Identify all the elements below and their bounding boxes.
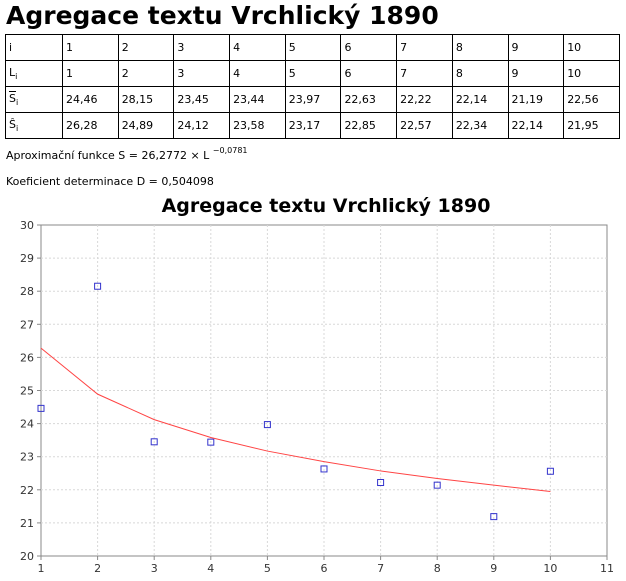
table-cell: 24,46 (62, 86, 119, 113)
x-tick-label: 11 (600, 562, 614, 575)
table-cell: 23,45 (173, 86, 231, 113)
y-tick-label: 28 (20, 285, 34, 298)
table-cell: 5 (284, 60, 342, 87)
table-cell: 26,28 (62, 112, 119, 139)
table-cell: 23,97 (284, 86, 342, 113)
data-point (377, 479, 385, 487)
y-tick-label: 29 (20, 252, 34, 265)
table-cell: 28,15 (117, 86, 175, 113)
y-tick-label: 23 (20, 451, 34, 464)
table-cell: 22,57 (396, 112, 453, 139)
y-tick-label: 26 (20, 351, 34, 364)
table-cell: 4 (229, 34, 286, 61)
table-cell: 23,17 (284, 112, 342, 139)
data-point (207, 438, 215, 446)
y-tick-label: 30 (20, 219, 34, 232)
table-cell: 4 (229, 60, 286, 87)
y-tick-label: 24 (20, 418, 34, 431)
table-cell: 7 (396, 34, 453, 61)
table-cell: 23,58 (229, 112, 286, 139)
table-row-header: Si (5, 86, 63, 113)
x-tick-label: 2 (94, 562, 101, 575)
x-tick-label: 1 (38, 562, 45, 575)
table-cell: 2 (117, 34, 175, 61)
data-point (94, 282, 102, 290)
approximation-function: Aproximační funkce S = 26,2772 × L −0,07… (6, 146, 248, 162)
table-cell: 23,44 (229, 86, 286, 113)
table-cell: 22,14 (507, 112, 565, 139)
table-row-header: Ŝi (5, 112, 63, 139)
data-point (150, 438, 158, 446)
table-cell: 1 (62, 34, 119, 61)
table-row: i 1 2 3 4 5 6 7 8 9 10 (5, 34, 620, 61)
x-tick-label: 5 (264, 562, 271, 575)
table-cell: 10 (563, 60, 620, 87)
approximation-line (40, 347, 551, 492)
table-cell: 3 (173, 34, 231, 61)
table-cell: 5 (284, 34, 342, 61)
x-tick-label: 4 (207, 562, 214, 575)
data-point (490, 513, 498, 521)
page-title: Agregace textu Vrchlický 1890 (6, 1, 439, 30)
y-tick-label: 20 (20, 550, 34, 563)
data-point (263, 421, 271, 429)
table-cell: 22,85 (340, 112, 398, 139)
table-cell: 22,14 (451, 86, 509, 113)
data-point (37, 404, 45, 412)
approximation-exponent: −0,0781 (212, 146, 248, 155)
data-point (546, 467, 554, 475)
x-tick-label: 8 (434, 562, 441, 575)
x-tick-label: 6 (321, 562, 328, 575)
x-tick-label: 10 (543, 562, 557, 575)
table-cell: 24,12 (173, 112, 231, 139)
x-tick-label: 7 (377, 562, 384, 575)
table-cell: 9 (507, 60, 565, 87)
table-cell: 7 (396, 60, 453, 87)
data-point (433, 481, 441, 489)
chart-title: Agregace textu Vrchlický 1890 (162, 195, 491, 217)
data-table: i 1 2 3 4 5 6 7 8 9 10 Li 1 2 3 4 5 6 7 8 9 10 Si 24,46 28,15 23,… (5, 34, 620, 139)
table-row-header: Li (5, 60, 63, 87)
table-row: Ŝi 26,28 24,89 24,12 23,58 23,17 22,85 22,57 22,… (5, 112, 620, 139)
table-row: Li 1 2 3 4 5 6 7 8 9 10 (5, 60, 620, 87)
table-cell: 3 (173, 60, 231, 87)
table-cell: 8 (451, 34, 509, 61)
table-cell: 22,34 (451, 112, 509, 139)
table-cell: 6 (340, 60, 398, 87)
data-point (320, 465, 328, 473)
table-row-header: i (5, 34, 63, 61)
table-cell: 9 (507, 34, 565, 61)
table-cell: 2 (117, 60, 175, 87)
table-cell: 21,19 (507, 86, 565, 113)
table-cell: 22,63 (340, 86, 398, 113)
table-cell: 10 (563, 34, 620, 61)
table-cell: 22,22 (396, 86, 453, 113)
table-cell: 24,89 (117, 112, 175, 139)
approximation-text: Aproximační funkce S = 26,2772 × L (6, 149, 210, 162)
table-cell: 1 (62, 60, 119, 87)
table-cell: 22,56 (563, 86, 620, 113)
x-tick-label: 3 (151, 562, 158, 575)
table-cell: 6 (340, 34, 398, 61)
y-tick-label: 27 (20, 318, 34, 331)
table-row: Si 24,46 28,15 23,45 23,44 23,97 22,63 22,22 22,… (5, 86, 620, 113)
table-cell: 21,95 (563, 112, 620, 139)
y-tick-label: 22 (20, 484, 34, 497)
x-tick-label: 9 (490, 562, 497, 575)
table-cell: 8 (451, 60, 509, 87)
y-tick-label: 25 (20, 385, 34, 398)
determination-coefficient: Koeficient determinace D = 0,504098 (6, 175, 214, 188)
y-tick-label: 21 (20, 517, 34, 530)
